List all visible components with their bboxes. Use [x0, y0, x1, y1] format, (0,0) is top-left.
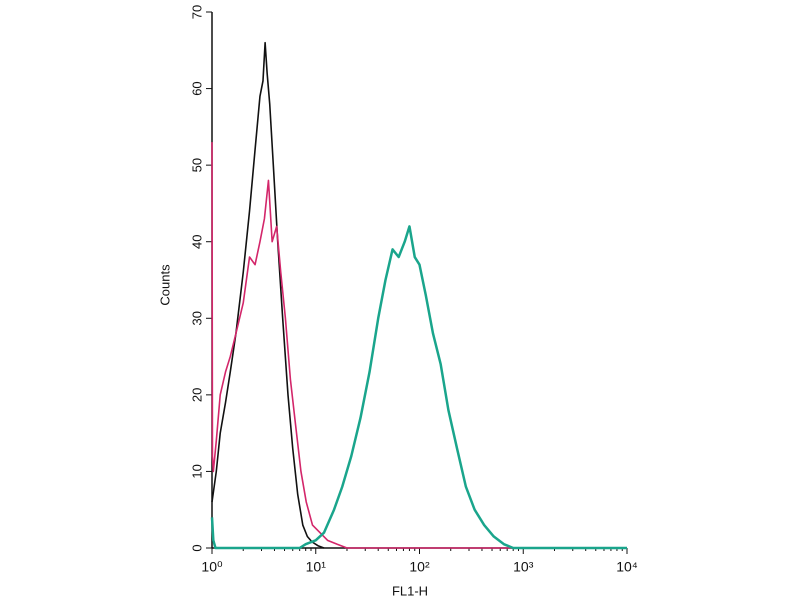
histogram-line	[211, 142, 627, 549]
y-tick-label: 50	[189, 158, 204, 172]
histogram-line	[210, 225, 627, 550]
y-tick-label: 10	[189, 464, 204, 478]
y-tick-label: 70	[189, 5, 204, 19]
y-tick-label: 60	[189, 81, 204, 95]
histogram-line	[211, 41, 325, 549]
y-tick-label: 30	[189, 311, 204, 325]
y-tick-label: 0	[189, 544, 204, 551]
x-tick-label: 10²	[409, 559, 430, 575]
y-tick-label: 40	[189, 234, 204, 248]
x-tick-label: 10¹	[306, 559, 327, 575]
y-tick-label: 20	[189, 388, 204, 402]
x-axis-label: FL1-H	[392, 583, 428, 598]
x-tick-label: 10⁴	[616, 559, 638, 575]
y-axis-label: Counts	[157, 264, 172, 306]
x-tick-label: 10⁰	[201, 559, 223, 575]
x-tick-label: 10³	[513, 559, 534, 575]
